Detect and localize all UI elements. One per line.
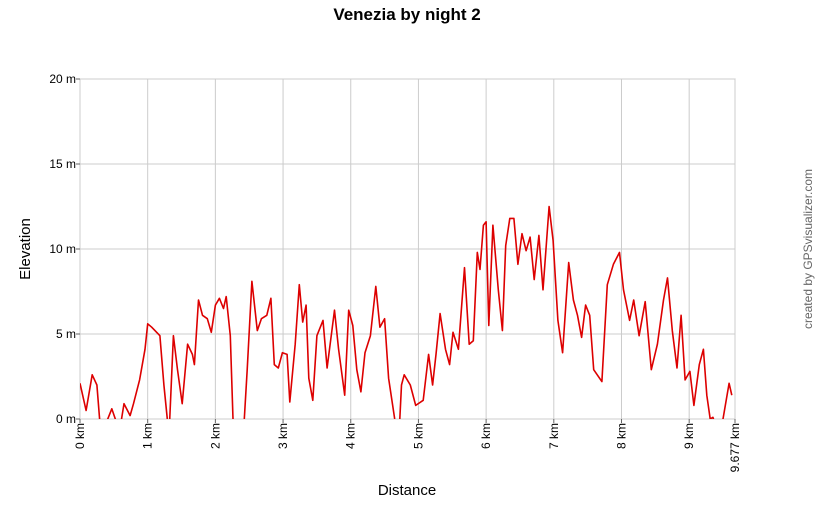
x-axis-label: Distance bbox=[378, 482, 436, 499]
y-tick-label: 20 m bbox=[49, 72, 76, 86]
credit: created by GPSvisualizer.com bbox=[801, 169, 815, 329]
y-tick-label: 10 m bbox=[49, 242, 76, 256]
y-tick-label: 0 m bbox=[56, 412, 76, 426]
x-tick-label: 2 km bbox=[208, 423, 222, 449]
x-tick-label: 9.677 km bbox=[728, 423, 742, 472]
y-tick-label: 15 m bbox=[49, 157, 76, 171]
grid bbox=[79, 78, 736, 420]
y-axis-label: Elevation bbox=[17, 218, 34, 280]
chart-title: Venezia by night 2 bbox=[333, 5, 480, 24]
plot-area bbox=[80, 205, 733, 419]
y-tick-label: 5 m bbox=[56, 327, 76, 341]
elevation-line bbox=[80, 205, 733, 419]
x-tick-label: 9 km bbox=[682, 423, 696, 449]
x-tick-label: 4 km bbox=[344, 423, 358, 449]
axes: 0 m 5 m 10 m 15 m 20 m 0 km 1 km 2 km 3 km 4 km 5 … bbox=[49, 72, 742, 472]
x-tick-label: 0 km bbox=[73, 423, 87, 449]
x-tick-label: 1 km bbox=[141, 423, 155, 449]
x-tick-label: 3 km bbox=[276, 423, 290, 449]
x-tick-label: 5 km bbox=[411, 423, 425, 449]
x-tick-label: 7 km bbox=[547, 423, 561, 449]
x-tick-label: 8 km bbox=[614, 423, 628, 449]
x-tick-label: 6 km bbox=[479, 423, 493, 449]
